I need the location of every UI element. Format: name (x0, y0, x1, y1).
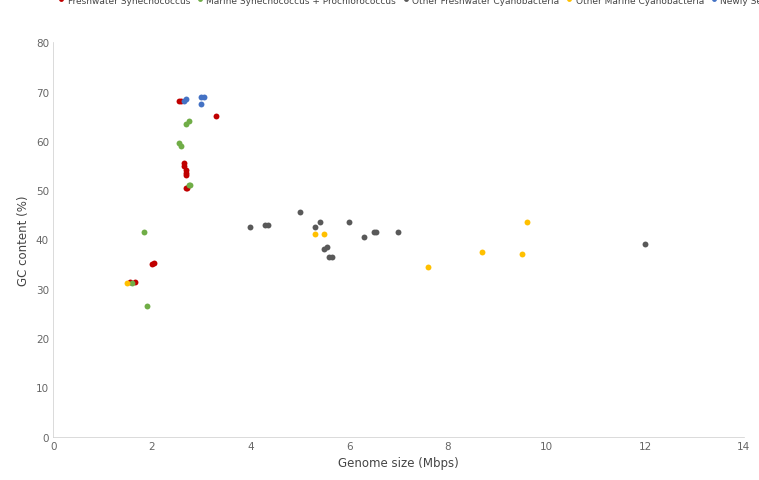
Point (183, 182, 195, 190)
Point (319, 246, 331, 253)
Point (195, 94, 207, 101)
Point (313, 219, 326, 227)
Point (319, 230, 331, 238)
Point (197, 94, 209, 101)
Point (521, 219, 533, 227)
Legend: Freshwater Synechococcus, Marine Synechococcus + Prochlorococcus, Other Freshwat: Freshwater Synechococcus, Marine Synecho… (58, 0, 759, 5)
Point (181, 120, 193, 128)
Point (343, 219, 355, 227)
Point (181, 172, 193, 180)
Point (422, 263, 434, 271)
Point (259, 221, 272, 229)
Point (121, 279, 134, 287)
Point (181, 184, 193, 192)
Point (516, 251, 528, 259)
Point (262, 221, 274, 229)
Point (140, 302, 153, 310)
Point (178, 98, 190, 106)
Point (184, 182, 197, 190)
Point (181, 167, 193, 175)
Point (178, 162, 190, 170)
Point (181, 184, 194, 192)
Point (148, 260, 160, 267)
Point (173, 98, 185, 106)
Y-axis label: GC content (%): GC content (%) (17, 195, 30, 285)
Point (175, 98, 187, 106)
Point (124, 279, 136, 287)
Point (370, 229, 383, 237)
Point (308, 224, 320, 231)
Point (195, 101, 207, 108)
Point (477, 249, 489, 256)
Point (128, 279, 140, 287)
Point (126, 279, 138, 287)
X-axis label: Genome size (Mbps): Genome size (Mbps) (338, 456, 459, 469)
Point (326, 253, 338, 261)
Point (181, 96, 193, 104)
Point (173, 140, 185, 148)
Point (294, 209, 306, 217)
Point (308, 230, 320, 238)
Point (138, 229, 150, 237)
Point (323, 253, 335, 261)
Point (146, 261, 158, 268)
Point (209, 113, 222, 121)
Point (321, 243, 333, 251)
Point (392, 229, 405, 237)
Point (181, 170, 193, 178)
Point (357, 234, 370, 241)
Point (178, 160, 190, 168)
Point (639, 241, 651, 249)
Point (175, 143, 187, 150)
Point (244, 224, 257, 231)
Point (183, 118, 195, 126)
Point (367, 229, 380, 237)
